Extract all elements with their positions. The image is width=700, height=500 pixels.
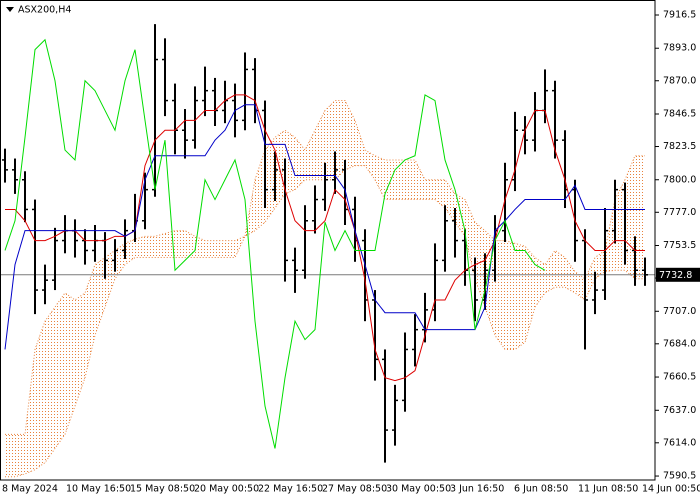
y-tick-label: 7707.0	[663, 306, 696, 317]
indicator-line	[4, 104, 645, 350]
x-tick-label: 10 May 16:50	[66, 484, 131, 495]
chart-title: ASX200,H4	[18, 5, 71, 16]
x-tick-label: 22 May 16:50	[258, 484, 323, 495]
y-tick-label: 7684.0	[663, 338, 696, 349]
x-tick-label: 27 May 08:50	[322, 484, 387, 495]
plot-area	[0, 24, 655, 478]
x-tick-label: 30 May 00:50	[386, 484, 451, 495]
plot-frame	[0, 0, 656, 481]
y-tick-label: 7637.0	[663, 405, 696, 416]
y-tick-label: 7916.5	[663, 9, 696, 20]
y-tick-label: 7590.5	[663, 471, 696, 482]
last-price-label: 7732.8	[659, 270, 692, 281]
x-tick-label: 6 Jun 08:50	[514, 484, 568, 495]
menu-arrow[interactable]	[6, 7, 14, 12]
y-tick-label: 7660.5	[663, 372, 696, 383]
y-tick-label: 7800.0	[663, 174, 696, 185]
x-tick-label: 15 May 08:50	[130, 484, 195, 495]
y-tick-label: 7823.5	[663, 141, 696, 152]
x-tick-label: 14 Jun 00:50	[642, 484, 700, 495]
y-tick-label: 7846.5	[663, 108, 696, 119]
x-tick-label: 11 Jun 08:50	[578, 484, 638, 495]
x-tick-label: 20 May 00:50	[194, 484, 259, 495]
x-tick-label: 3 Jun 16:50	[450, 484, 504, 495]
indicator-line	[5, 94, 645, 382]
last-price-box	[656, 267, 700, 282]
x-tick-label: 8 May 2024	[2, 484, 58, 495]
y-tick-label: 7777.0	[663, 207, 696, 218]
y-tick-label: 7753.5	[663, 240, 696, 251]
indicator-line	[4, 38, 546, 449]
cloud-span-line	[5, 100, 645, 435]
y-tick-label: 7893.0	[663, 43, 696, 54]
y-tick-label: 7870.0	[663, 75, 696, 86]
y-tick-label: 7614.0	[663, 437, 696, 448]
